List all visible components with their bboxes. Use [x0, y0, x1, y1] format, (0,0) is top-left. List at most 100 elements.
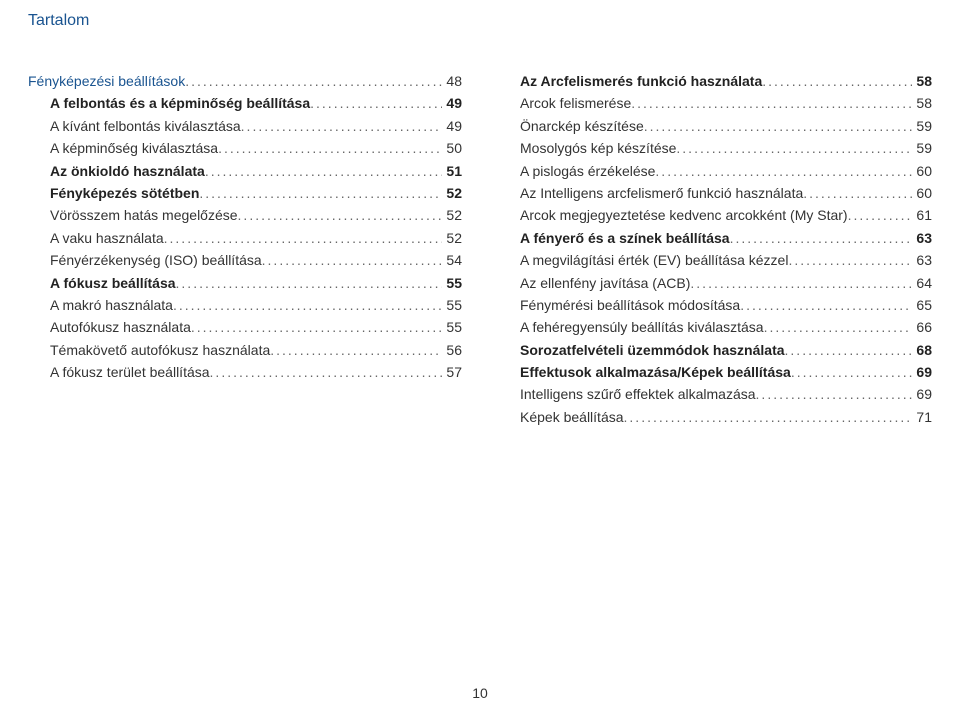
toc-entry: Az ellenfény javítása (ACB)64: [498, 272, 932, 294]
toc-entry: Mosolygós kép készítése 59: [498, 137, 932, 159]
toc-entry-label: Vörösszem hatás megelőzése: [50, 204, 238, 226]
toc-entry: Effektusok alkalmazása/Képek beállítása 6…: [498, 361, 932, 383]
toc-entry-page: 49: [442, 115, 462, 137]
toc-leader: [848, 204, 913, 226]
toc-entry-label: A képminőség kiválasztása: [50, 137, 218, 159]
toc-entry-label: Intelligens szűrő effektek alkalmazása: [520, 383, 756, 405]
toc-leader: [756, 383, 913, 405]
toc-entry-label: Az Intelligens arcfelismerő funkció hasz…: [520, 182, 803, 204]
toc-leader: [164, 227, 443, 249]
toc-entry-page: 58: [912, 70, 932, 92]
toc-entry-page: 69: [912, 383, 932, 405]
toc-entry: Arcok megjegyeztetése kedvenc arcokként …: [498, 204, 932, 226]
toc-entry: A fókusz beállítása 55: [28, 272, 462, 294]
toc-entry: A vaku használata 52: [28, 227, 462, 249]
toc-entry-page: 54: [442, 249, 462, 271]
toc-entry: Fényérzékenység (ISO) beállítása 54: [28, 249, 462, 271]
toc-leader: [218, 137, 442, 159]
toc-leader: [676, 137, 912, 159]
toc-entry-page: 59: [912, 137, 932, 159]
toc-entry-label: Fényérzékenység (ISO) beállítása: [50, 249, 262, 271]
toc-entry-label: Effektusok alkalmazása/Képek beállítása: [520, 361, 791, 383]
toc-entry: Fényképezési beállítások 48: [28, 70, 462, 92]
toc-entry-label: Fényképezés sötétben: [50, 182, 199, 204]
toc-leader: [803, 182, 912, 204]
toc-leader: [690, 272, 912, 294]
toc-entry: Autofókusz használata 55: [28, 316, 462, 338]
toc-entry-page: 48: [442, 70, 462, 92]
toc-entry-page: 57: [442, 361, 462, 383]
toc-entry: A makró használata 55: [28, 294, 462, 316]
toc-leader: [185, 70, 442, 92]
toc-leader: [631, 92, 912, 114]
toc-entry-page: 63: [912, 227, 932, 249]
toc-entry: Témakövető autofókusz használata 56: [28, 339, 462, 361]
toc-leader: [191, 316, 443, 338]
toc-leader: [262, 249, 443, 271]
toc-entry-page: 56: [442, 339, 462, 361]
toc-entry-label: Arcok felismerése: [520, 92, 631, 114]
toc-leader: [241, 115, 443, 137]
toc-entry-page: 52: [442, 182, 462, 204]
toc-column-left: Fényképezési beállítások 48A felbontás és…: [28, 70, 462, 428]
toc-entry-page: 59: [912, 115, 932, 137]
toc-entry-label: A fókusz terület beállítása: [50, 361, 210, 383]
toc-entry-page: 49: [442, 92, 462, 114]
toc-leader: [310, 92, 442, 114]
toc-entry-page: 68: [912, 339, 932, 361]
toc-entry-label: Arcok megjegyeztetése kedvenc arcokként …: [520, 204, 848, 226]
toc-entry: A fényerő és a színek beállítása 63: [498, 227, 932, 249]
toc-entry-page: 55: [442, 316, 462, 338]
toc-entry-page: 65: [912, 294, 932, 316]
toc-entry: Az Arcfelismerés funkció használata58: [498, 70, 932, 92]
toc-entry-label: Témakövető autofókusz használata: [50, 339, 270, 361]
toc-entry: A képminőség kiválasztása 50: [28, 137, 462, 159]
toc-entry-page: 52: [442, 204, 462, 226]
toc-entry-label: A makró használata: [50, 294, 173, 316]
toc-entry: Vörösszem hatás megelőzése 52: [28, 204, 462, 226]
toc-leader: [764, 316, 913, 338]
toc-entry: A pislogás érzékelése60: [498, 160, 932, 182]
toc-leader: [730, 227, 913, 249]
toc-leader: [199, 182, 442, 204]
toc-entry-page: 71: [912, 406, 932, 428]
toc-column-right: Az Arcfelismerés funkció használata58Arc…: [498, 70, 932, 428]
toc-leader: [791, 361, 913, 383]
toc-leader: [740, 294, 912, 316]
toc-entry: A felbontás és a képminőség beállítása49: [28, 92, 462, 114]
toc-leader: [210, 361, 443, 383]
toc-leader: [176, 272, 443, 294]
toc-entry-label: A fehéregyensúly beállítás kiválasztása: [520, 316, 764, 338]
toc-leader: [270, 339, 442, 361]
toc-entry-page: 55: [442, 294, 462, 316]
toc-entry-page: 55: [442, 272, 462, 294]
toc-leader: [205, 160, 443, 182]
toc-entry-page: 69: [912, 361, 932, 383]
toc-leader: [644, 115, 913, 137]
toc-entry-label: A megvilágítási érték (EV) beállítása ké…: [520, 249, 788, 271]
toc-leader: [238, 204, 443, 226]
toc-entry-label: Fényképezési beállítások: [28, 70, 185, 92]
toc-leader: [173, 294, 442, 316]
toc-leader: [788, 249, 912, 271]
toc-entry-page: 60: [912, 160, 932, 182]
toc-entry-label: Képek beállítása: [520, 406, 624, 428]
toc-entry-label: Önarckép készítése: [520, 115, 644, 137]
toc-entry-label: Autofókusz használata: [50, 316, 191, 338]
toc-entry-page: 50: [442, 137, 462, 159]
toc-entry: Intelligens szűrő effektek alkalmazása 69: [498, 383, 932, 405]
toc-leader: [655, 160, 912, 182]
toc-entry-label: Mosolygós kép készítése: [520, 137, 676, 159]
toc-entry: Önarckép készítése 59: [498, 115, 932, 137]
toc-entry-page: 52: [442, 227, 462, 249]
toc-entry-page: 61: [912, 204, 932, 226]
toc-entry-label: A fókusz beállítása: [50, 272, 176, 294]
toc-entry-page: 64: [912, 272, 932, 294]
toc-entry: Képek beállítása 71: [498, 406, 932, 428]
toc-entry: A kívánt felbontás kiválasztása49: [28, 115, 462, 137]
toc-entry-page: 58: [912, 92, 932, 114]
toc-columns: Fényképezési beállítások 48A felbontás és…: [28, 70, 932, 428]
toc-entry-label: A vaku használata: [50, 227, 164, 249]
toc-entry-label: A fényerő és a színek beállítása: [520, 227, 730, 249]
toc-leader: [762, 70, 912, 92]
